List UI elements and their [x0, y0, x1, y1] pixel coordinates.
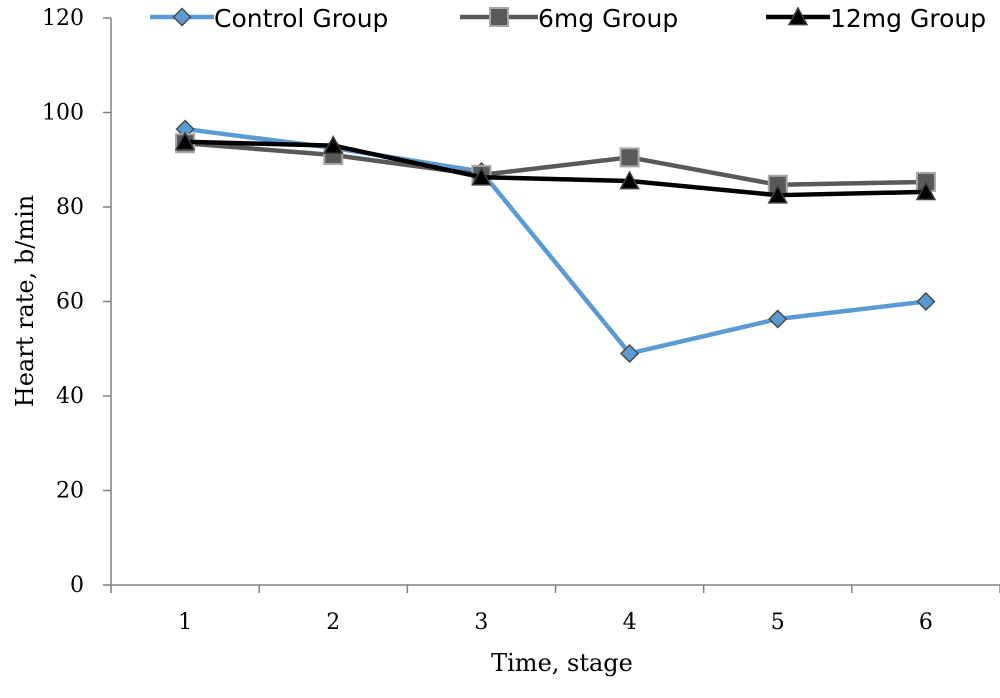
data-point-marker — [916, 291, 936, 312]
x-tick-label: 6 — [919, 610, 933, 635]
x-tick-label: 1 — [178, 610, 192, 635]
legend-item: 12mg Group — [766, 4, 986, 33]
y-tick-label: 0 — [70, 573, 84, 598]
legend-label: 12mg Group — [830, 4, 986, 33]
series-3 — [174, 131, 937, 204]
data-point-marker — [767, 184, 789, 204]
x-tick-label: 2 — [326, 610, 340, 635]
x-tick-label: 3 — [474, 610, 488, 635]
series-line — [184, 140, 926, 188]
data-point-marker — [322, 134, 344, 154]
y-axis-title: Heart rate, b/min — [11, 195, 39, 407]
y-tick-label: 60 — [56, 290, 84, 315]
x-tick-label: 4 — [623, 610, 637, 635]
legend-marker — [787, 6, 809, 26]
ticks — [103, 17, 1000, 593]
data-point-marker — [768, 309, 788, 329]
legend-label: 6mg Group — [538, 4, 678, 33]
series-line — [185, 139, 926, 198]
legend-item: Control Group — [150, 4, 388, 33]
y-tick-label: 80 — [56, 195, 84, 220]
axes — [110, 18, 1000, 586]
y-tick-label: 40 — [56, 384, 84, 409]
legend-item: 6mg Group — [460, 4, 678, 33]
series-layer — [174, 119, 937, 364]
y-tick-label: 120 — [42, 6, 84, 31]
y-tick-label: 100 — [42, 101, 84, 126]
data-point-marker — [915, 181, 937, 201]
series-line — [184, 126, 927, 356]
y-tick-label: 20 — [56, 479, 84, 504]
legend-label: Control Group — [214, 4, 388, 33]
data-point-marker — [471, 166, 492, 186]
data-point-marker — [620, 343, 640, 364]
data-point-marker — [174, 131, 196, 151]
data-point-marker — [619, 170, 640, 190]
x-tick-label: 5 — [771, 610, 785, 635]
tick-labels: 0 20 40 60 80 100 120 1 2 3 4 5 6 — [42, 6, 933, 635]
legend-marker — [489, 7, 509, 27]
series-1 — [175, 119, 936, 364]
legend-marker — [172, 7, 192, 27]
legend: Control Group 6mg Group 12mg Group — [150, 4, 986, 33]
data-point-marker — [619, 147, 640, 168]
x-axis-title: Time, stage — [491, 649, 633, 677]
